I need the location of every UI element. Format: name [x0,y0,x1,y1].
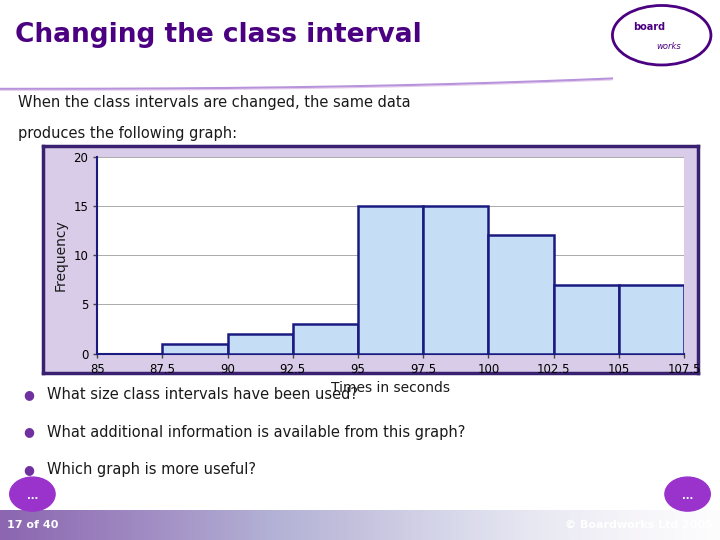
Bar [423,206,488,354]
Text: ●: ● [23,463,35,476]
Text: ...: ... [27,491,38,501]
Bar [163,344,228,354]
Text: What size class intervals have been used?: What size class intervals have been used… [47,387,358,402]
Circle shape [9,477,55,511]
Bar [358,206,423,354]
Bar [293,324,358,354]
Text: What additional information is available from this graph?: What additional information is available… [47,424,465,440]
Circle shape [665,477,710,511]
Text: ●: ● [23,426,35,438]
Text: Changing the class interval: Changing the class interval [14,22,421,48]
Text: produces the following graph:: produces the following graph: [18,126,237,141]
Text: © Boardworks Ltd 2005: © Boardworks Ltd 2005 [565,520,713,530]
Text: board: board [633,22,665,32]
Text: ●: ● [23,388,35,401]
X-axis label: Times in seconds: Times in seconds [331,381,450,395]
Bar [228,334,293,354]
Text: 17 of 40: 17 of 40 [7,520,58,530]
Text: ...: ... [682,491,693,501]
Text: When the class intervals are changed, the same data: When the class intervals are changed, th… [18,94,410,110]
Text: works: works [656,43,680,51]
Bar [488,235,554,354]
Y-axis label: Frequency: Frequency [54,219,68,291]
Bar [618,285,684,354]
Text: Which graph is more useful?: Which graph is more useful? [47,462,256,477]
Bar [554,285,618,354]
